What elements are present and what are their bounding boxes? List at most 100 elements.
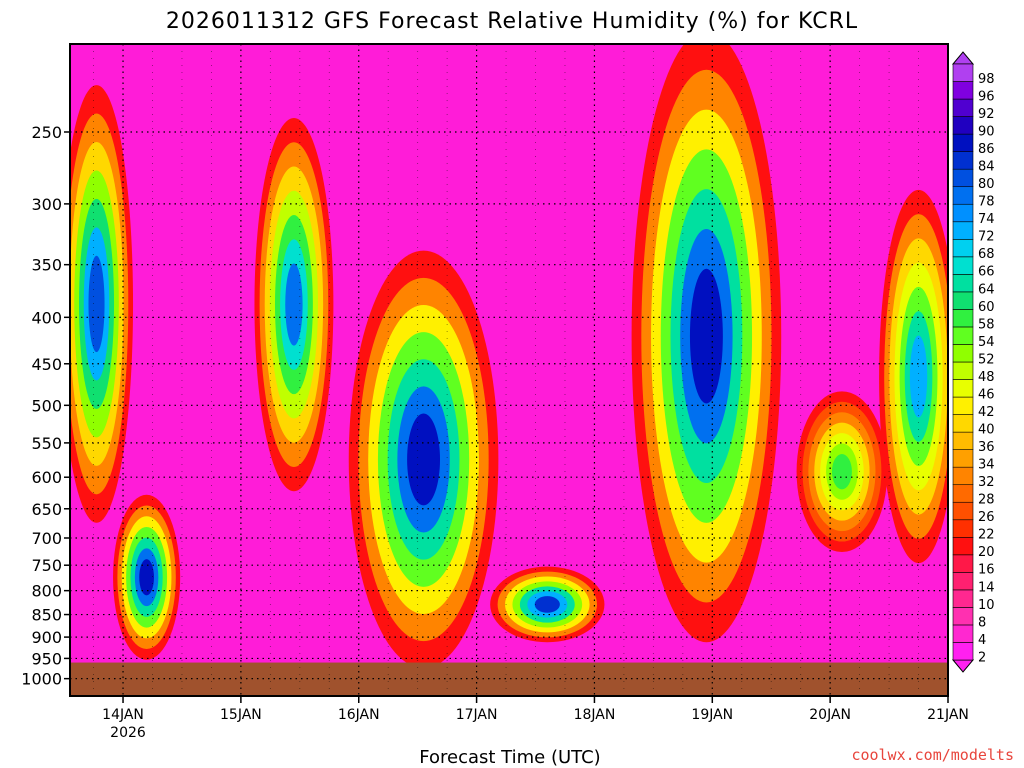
colorbar-label: 26 [978, 510, 995, 525]
colorbar-label: 64 [978, 282, 995, 297]
humidity-feature [879, 189, 948, 564]
colorbar-label: 22 [978, 528, 995, 543]
colorbar-swatch [952, 572, 974, 591]
humidity-contour [407, 413, 441, 506]
colorbar-swatch [952, 449, 974, 468]
colorbar-label: 32 [978, 475, 995, 490]
colorbar-label: 96 [978, 89, 995, 104]
colorbar-label: 58 [978, 317, 995, 332]
humidity-feature [113, 494, 181, 660]
colorbar-swatch [952, 431, 974, 450]
x-tick-label: 17JAN [456, 707, 498, 723]
colorbar-swatch [952, 414, 974, 433]
colorbar-swatch [952, 203, 974, 223]
colorbar-label: 54 [978, 335, 995, 350]
humidity-contour [831, 453, 852, 490]
colorbar-label: 78 [978, 195, 995, 210]
colorbar-label: 52 [978, 352, 995, 367]
colorbar-swatch [952, 589, 974, 608]
plot-area [70, 44, 948, 696]
x-tick-label: 14JAN [102, 707, 144, 723]
colorbar-swatch [952, 256, 974, 275]
colorbar-swatch [952, 291, 974, 310]
colorbar-swatch [952, 519, 974, 538]
colorbar-swatch [952, 168, 974, 188]
y-tick-label: 600 [31, 468, 62, 487]
x-tick-label: 16JAN [338, 707, 380, 723]
colorbar-label: 10 [978, 598, 995, 613]
colorbar-label: 14 [978, 580, 995, 595]
humidity-feature [348, 250, 499, 669]
credit-text: coolwx.com/modelts [851, 746, 1014, 764]
colorbar-swatch [952, 326, 974, 345]
colorbar-swatch [952, 238, 974, 258]
colorbar-label: 66 [978, 265, 995, 280]
humidity-contour [909, 335, 928, 418]
humidity-contour [689, 268, 723, 404]
humidity-feature [796, 391, 888, 552]
colorbar-swatch [952, 116, 974, 135]
colorbar-label: 8 [978, 615, 986, 630]
y-tick-label: 650 [31, 500, 62, 519]
colorbar-label: 92 [978, 107, 995, 122]
y-tick-label: 400 [31, 308, 62, 327]
colorbar-label: 2 [978, 650, 986, 665]
plot-border [69, 43, 949, 697]
x-tick-label: 19JAN [691, 707, 733, 723]
colorbar-swatch [952, 536, 974, 556]
colorbar-swatch [952, 607, 974, 626]
colorbar-swatch [952, 133, 974, 152]
colorbar-label: 48 [978, 370, 995, 385]
humidity-contour [285, 263, 303, 346]
y-axis: 250 300 350 400 450 500 550 600 650 700 750 800 850 9… [21, 123, 70, 689]
y-tick-label: 1000 [21, 670, 62, 689]
colorbar-label: 34 [978, 458, 995, 473]
colorbar-label: 98 [978, 72, 995, 87]
humidity-feature [631, 44, 782, 643]
colorbar-label: 46 [978, 387, 995, 402]
y-tick-label: 550 [31, 434, 62, 453]
grid-lines [70, 44, 948, 696]
x-tick-label: 15JAN [220, 707, 262, 723]
y-tick-label: 950 [31, 649, 62, 668]
colorbar-label: 28 [978, 493, 995, 508]
y-tick-label: 700 [31, 529, 62, 548]
colorbar-label: 68 [978, 247, 995, 262]
humidity-contour [139, 559, 154, 596]
colorbar-swatch [952, 221, 974, 240]
colorbar-label: 4 [978, 633, 986, 648]
colorbar-swatch [952, 379, 974, 398]
colorbar-label: 84 [978, 160, 995, 175]
y-tick-label: 500 [31, 396, 62, 415]
y-tick-label: 250 [31, 123, 62, 142]
humidity-field [70, 44, 948, 669]
ground-fill [70, 662, 948, 696]
colorbar-label: 20 [978, 545, 995, 560]
x-tick-label: 20JAN [809, 707, 851, 723]
humidity-feature [490, 566, 605, 643]
colorbar-swatch [952, 624, 974, 643]
colorbar-swatch [952, 63, 974, 82]
colorbar-swatch [952, 344, 974, 363]
colorbar-label: 60 [978, 300, 995, 315]
colorbar-label: 74 [978, 212, 995, 227]
x-axis: 14JAN 15JAN 16JAN 17JAN 18JAN 19JAN 20JAN 21JAN [102, 696, 969, 723]
colorbar-label: 72 [978, 230, 995, 245]
colorbar-swatch [952, 642, 974, 661]
humidity-feature [254, 117, 334, 492]
colorbar-swatch [952, 98, 974, 117]
colorbar-label: 42 [978, 405, 995, 420]
colorbar-swatch [952, 501, 974, 521]
chart-title: 2026011312 GFS Forecast Relative Humidit… [166, 9, 858, 34]
colorbar-label: 36 [978, 440, 995, 455]
colorbar-swatch [952, 396, 974, 415]
humidity-feature [70, 85, 134, 523]
colorbar-swatch [952, 484, 974, 503]
colorbar: 2481014162022262832343640424648525458606… [951, 51, 995, 673]
colorbar-swatch [952, 554, 974, 573]
colorbar-swatch [952, 151, 974, 170]
colorbar-swatch [952, 274, 974, 293]
y-tick-label: 800 [31, 582, 62, 601]
colorbar-swatch [952, 361, 974, 380]
